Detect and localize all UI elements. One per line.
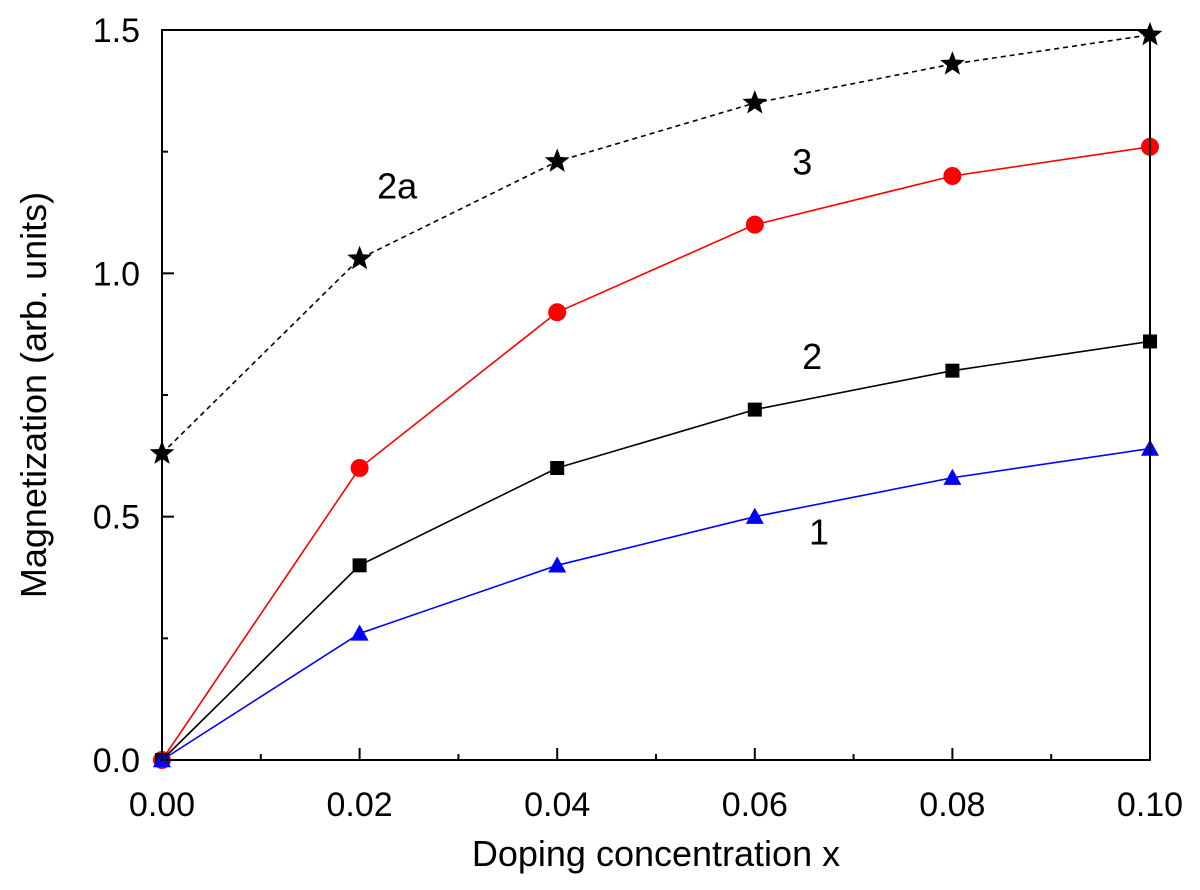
series-line-3 (161, 146, 1151, 761)
point-3-2 (548, 303, 567, 322)
labels-layer: 2a 3 2 1 (377, 141, 829, 552)
y-tick-label-1: 0.5 (93, 499, 140, 537)
series-line-2 (161, 340, 1151, 761)
plot-frame (161, 29, 1151, 761)
point-2a-1 (347, 245, 372, 270)
point-3-3 (745, 215, 764, 234)
point-2a-3 (742, 90, 768, 114)
x-tick-label-0: 0.00 (129, 786, 195, 824)
series-label-1: 1 (809, 511, 829, 552)
point-2-4 (945, 363, 960, 378)
series-2a (149, 21, 1163, 464)
series-label-3: 3 (792, 141, 812, 182)
point-1-2 (548, 556, 567, 573)
series-line-1 (161, 447, 1151, 761)
y-tick-label-2: 1.0 (93, 255, 140, 293)
x-axis-title: Doping concentration x (472, 833, 840, 874)
point-2-2 (550, 461, 565, 475)
point-3-4 (943, 167, 962, 185)
point-1-1 (350, 624, 369, 641)
point-2-3 (747, 402, 762, 417)
y-axis-title: Magnetization (arb. units) (13, 192, 54, 598)
x-tick-label-5: 0.10 (1117, 786, 1183, 824)
series-label-2: 2 (802, 336, 822, 377)
y-tick-label-3: 1.5 (93, 12, 140, 50)
series-layer (149, 21, 1163, 769)
point-1-3 (745, 507, 764, 524)
y-tick-label-0: 0.0 (93, 742, 140, 780)
series-line-2a (161, 34, 1151, 454)
x-tick-label-1: 0.02 (327, 786, 393, 824)
point-1-4 (943, 468, 962, 485)
series-label-2a: 2a (377, 166, 418, 207)
x-tick-label-3: 0.06 (722, 786, 788, 824)
x-tick-label-4: 0.08 (919, 786, 985, 824)
point-2a-4 (940, 51, 965, 75)
point-3-1 (350, 459, 369, 477)
series-1 (153, 439, 1159, 768)
series-3 (153, 137, 1159, 769)
series-2 (155, 334, 1157, 767)
point-2a-2 (544, 148, 570, 172)
point-2-1 (352, 558, 367, 573)
x-tick-label-2: 0.04 (524, 786, 590, 824)
ticks-layer: 0.00 0.02 0.04 0.06 0.08 0.10 0.0 0.5 1.0 1.5 (93, 12, 1183, 824)
